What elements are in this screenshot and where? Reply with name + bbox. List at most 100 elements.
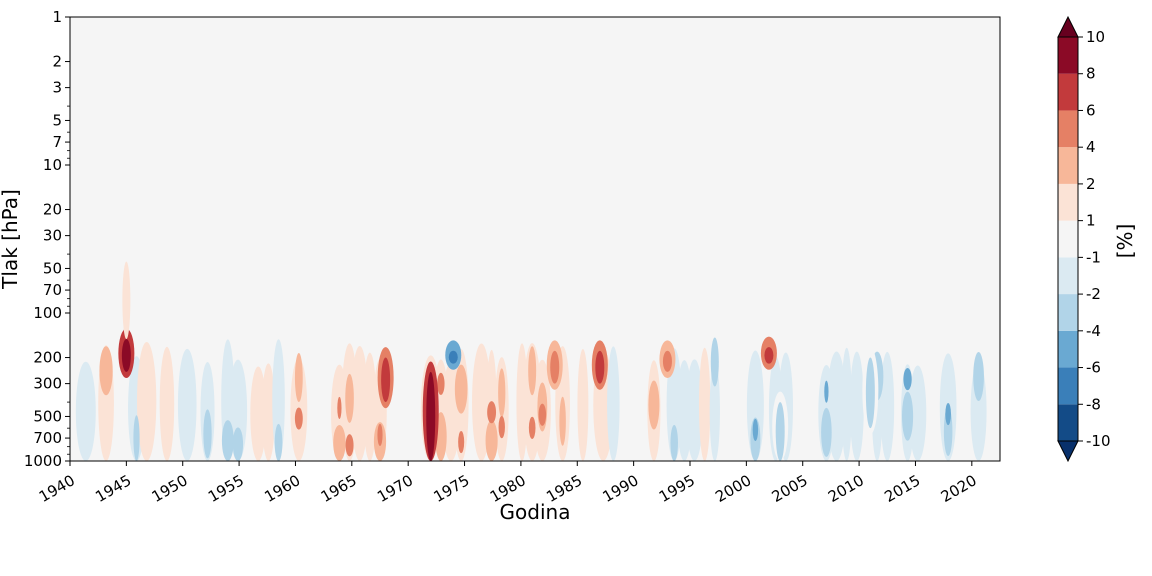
y-tick-label: 7 <box>52 133 62 151</box>
colorbar-tick-label: -6 <box>1086 359 1101 377</box>
y-tick-label: 100 <box>33 304 62 322</box>
x-tick-label: 1940 <box>36 471 78 506</box>
contour-region-weak <box>177 348 197 461</box>
colorbar-band <box>1058 73 1078 111</box>
colorbar-tick-label: -8 <box>1086 395 1101 413</box>
x-tick-label: 2000 <box>712 471 754 506</box>
contour-region-moderate <box>232 427 244 461</box>
contour-region-weak <box>841 347 852 461</box>
contour-region-strong <box>538 403 547 426</box>
y-tick-label: 1 <box>52 8 62 26</box>
colorbar-extend-max <box>1057 15 1079 38</box>
contour-region-moderate <box>902 391 914 441</box>
colorbar-tick-label: 8 <box>1086 65 1096 83</box>
x-tick-label: 1965 <box>318 471 360 506</box>
y-tick-label: 500 <box>33 407 62 425</box>
contour-region-moderate <box>294 353 303 403</box>
contour-feature-core <box>662 350 672 372</box>
y-tick-label: 200 <box>33 349 62 367</box>
contour-region-strong <box>945 402 951 426</box>
y-tick-label: 50 <box>43 259 62 277</box>
contour-region-moderate <box>710 337 719 387</box>
x-tick-label: 2005 <box>769 471 811 506</box>
colorbar-tick-label: -2 <box>1086 285 1101 303</box>
contour-fill-layer <box>75 261 987 461</box>
contour-region-weak <box>607 346 620 461</box>
contour-region-moderate <box>821 407 832 457</box>
contour-feature-core <box>426 371 436 461</box>
y-tick-label: 700 <box>33 429 62 447</box>
x-tick-label: 1990 <box>600 471 642 506</box>
contour-region-moderate <box>670 424 678 461</box>
y-tick-label: 1000 <box>24 452 62 470</box>
colorbar-tick-label: 1 <box>1086 212 1096 230</box>
contour-region-strong <box>498 416 505 439</box>
colorbar-tick-label: 6 <box>1086 101 1096 119</box>
contour-region-moderate <box>648 380 660 430</box>
contour-region-moderate <box>345 373 354 423</box>
colorbar-tick-label: 2 <box>1086 175 1096 193</box>
contour-plume-1945 <box>122 261 131 340</box>
contour-region-weak <box>577 348 589 461</box>
y-tick-label: 5 <box>52 111 62 129</box>
colorbar-tick-label: -1 <box>1086 248 1101 266</box>
contour-region-strong <box>528 416 536 439</box>
contour-region-moderate <box>528 346 537 396</box>
contour-feature-core <box>775 402 785 461</box>
colorbar-label: [%] <box>1113 224 1137 259</box>
contour-region-weak <box>880 351 895 461</box>
colorbar-extend-min <box>1057 440 1079 463</box>
colorbar-band <box>1058 294 1078 331</box>
contour-region-moderate <box>99 346 113 396</box>
contour-feature-core <box>764 347 774 364</box>
contour-feature-core <box>381 357 391 403</box>
x-tick-label: 1975 <box>430 471 472 506</box>
contour-region-strong <box>752 418 759 442</box>
y-tick-label: 70 <box>43 281 62 299</box>
contour-region-weak <box>136 341 157 461</box>
contour-feature-core <box>865 357 875 429</box>
contour-region-strong <box>437 372 445 395</box>
contour-region-weak <box>272 339 285 461</box>
y-tick-label: 30 <box>43 227 62 245</box>
colorbar-tick-label: -4 <box>1086 322 1101 340</box>
contour-region-weak <box>363 352 377 461</box>
contour-region-moderate <box>559 396 566 446</box>
colorbar-band <box>1058 330 1078 368</box>
x-tick-label: 2015 <box>881 471 923 506</box>
contour-region-weak <box>686 359 703 461</box>
contour-region-moderate <box>274 423 283 461</box>
contour-region-weak <box>250 366 267 461</box>
contour-region-weak <box>698 347 711 461</box>
contour-feature-core <box>550 350 560 384</box>
contour-region-moderate <box>221 420 234 461</box>
x-tick-label: 1960 <box>261 471 303 506</box>
contour-region-moderate <box>498 368 506 418</box>
contour-region-strong <box>345 434 354 457</box>
contour-region-weak <box>351 345 369 461</box>
colorbar-band <box>1058 183 1078 221</box>
y-axis-label: Tlak [hPa] <box>0 189 22 290</box>
contour-region-weak <box>849 351 864 461</box>
colorbar: -10 -8 -6 -4 -2 -1 1 2 4 6 8 10 <box>1057 15 1111 463</box>
contour-region-moderate <box>485 420 498 461</box>
contour-region-strong <box>824 380 829 403</box>
contour-region-moderate <box>133 415 140 461</box>
colorbar-band <box>1058 147 1078 184</box>
contour-region-moderate <box>973 352 984 402</box>
contour-feature-core <box>121 339 131 372</box>
contour-region-strong <box>487 401 497 424</box>
contour-region-moderate <box>333 425 346 461</box>
contour-region-moderate <box>454 364 468 414</box>
y-axis: 1 2 3 5 7 10 20 30 50 70 100 200 300 500 700 1000 <box>24 8 70 470</box>
plot-area <box>69 16 1001 462</box>
x-tick-label: 1945 <box>92 471 134 506</box>
contour-region-moderate <box>203 409 212 459</box>
x-tick-label: 2010 <box>825 471 867 506</box>
x-tick-label: 1955 <box>205 471 247 506</box>
colorbar-band <box>1058 220 1078 258</box>
colorbar-band <box>1058 404 1078 441</box>
contour-region-weak <box>709 361 720 461</box>
contour-feature-core <box>595 350 605 384</box>
colorbar-frame <box>1057 36 1079 442</box>
